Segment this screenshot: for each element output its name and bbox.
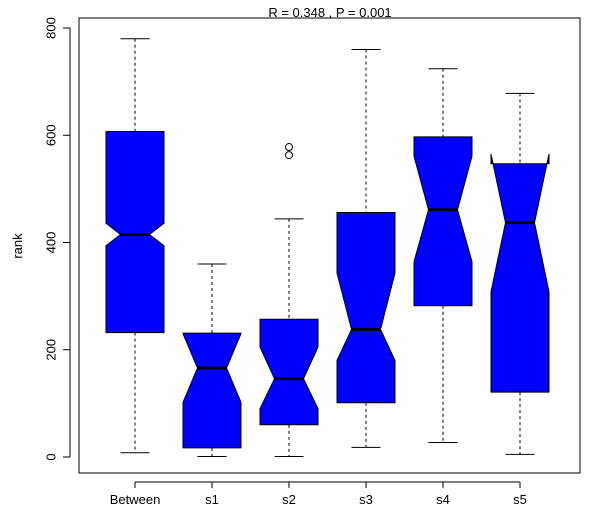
x-axis: Between s1 s2 s3 s4 s5 xyxy=(110,481,527,507)
y-tick-label: 800 xyxy=(43,17,58,39)
y-tick-label: 200 xyxy=(43,339,58,361)
y-tick-label: 600 xyxy=(43,124,58,146)
box-body xyxy=(413,136,473,307)
box-body xyxy=(490,153,550,393)
x-tick-label: s1 xyxy=(205,492,219,507)
box-between xyxy=(105,38,165,454)
x-tick-label: s2 xyxy=(282,492,296,507)
box-s4 xyxy=(413,68,473,444)
box-s2 xyxy=(259,143,319,457)
y-axis: 0 200 400 600 800 xyxy=(43,17,71,461)
outlier-point xyxy=(285,143,293,152)
boxes xyxy=(105,38,550,457)
x-tick-label: s3 xyxy=(359,492,373,507)
box-body xyxy=(259,318,319,426)
plot-frame xyxy=(78,17,581,474)
box-body xyxy=(336,212,396,404)
box-body xyxy=(182,332,242,449)
outlier-point xyxy=(285,151,293,160)
y-axis-label: rank xyxy=(10,233,25,259)
box-s3 xyxy=(336,48,396,448)
box-s1 xyxy=(182,263,242,457)
y-tick-label: 400 xyxy=(43,232,58,254)
x-tick-label: s5 xyxy=(513,492,527,507)
y-tick-label: 0 xyxy=(43,453,58,460)
box-body xyxy=(105,131,165,334)
x-tick-label: Between xyxy=(110,492,161,507)
chart-title: R = 0.348 , P = 0.001 xyxy=(268,5,391,20)
x-tick-label: s4 xyxy=(436,492,450,507)
box-s5 xyxy=(490,92,550,455)
